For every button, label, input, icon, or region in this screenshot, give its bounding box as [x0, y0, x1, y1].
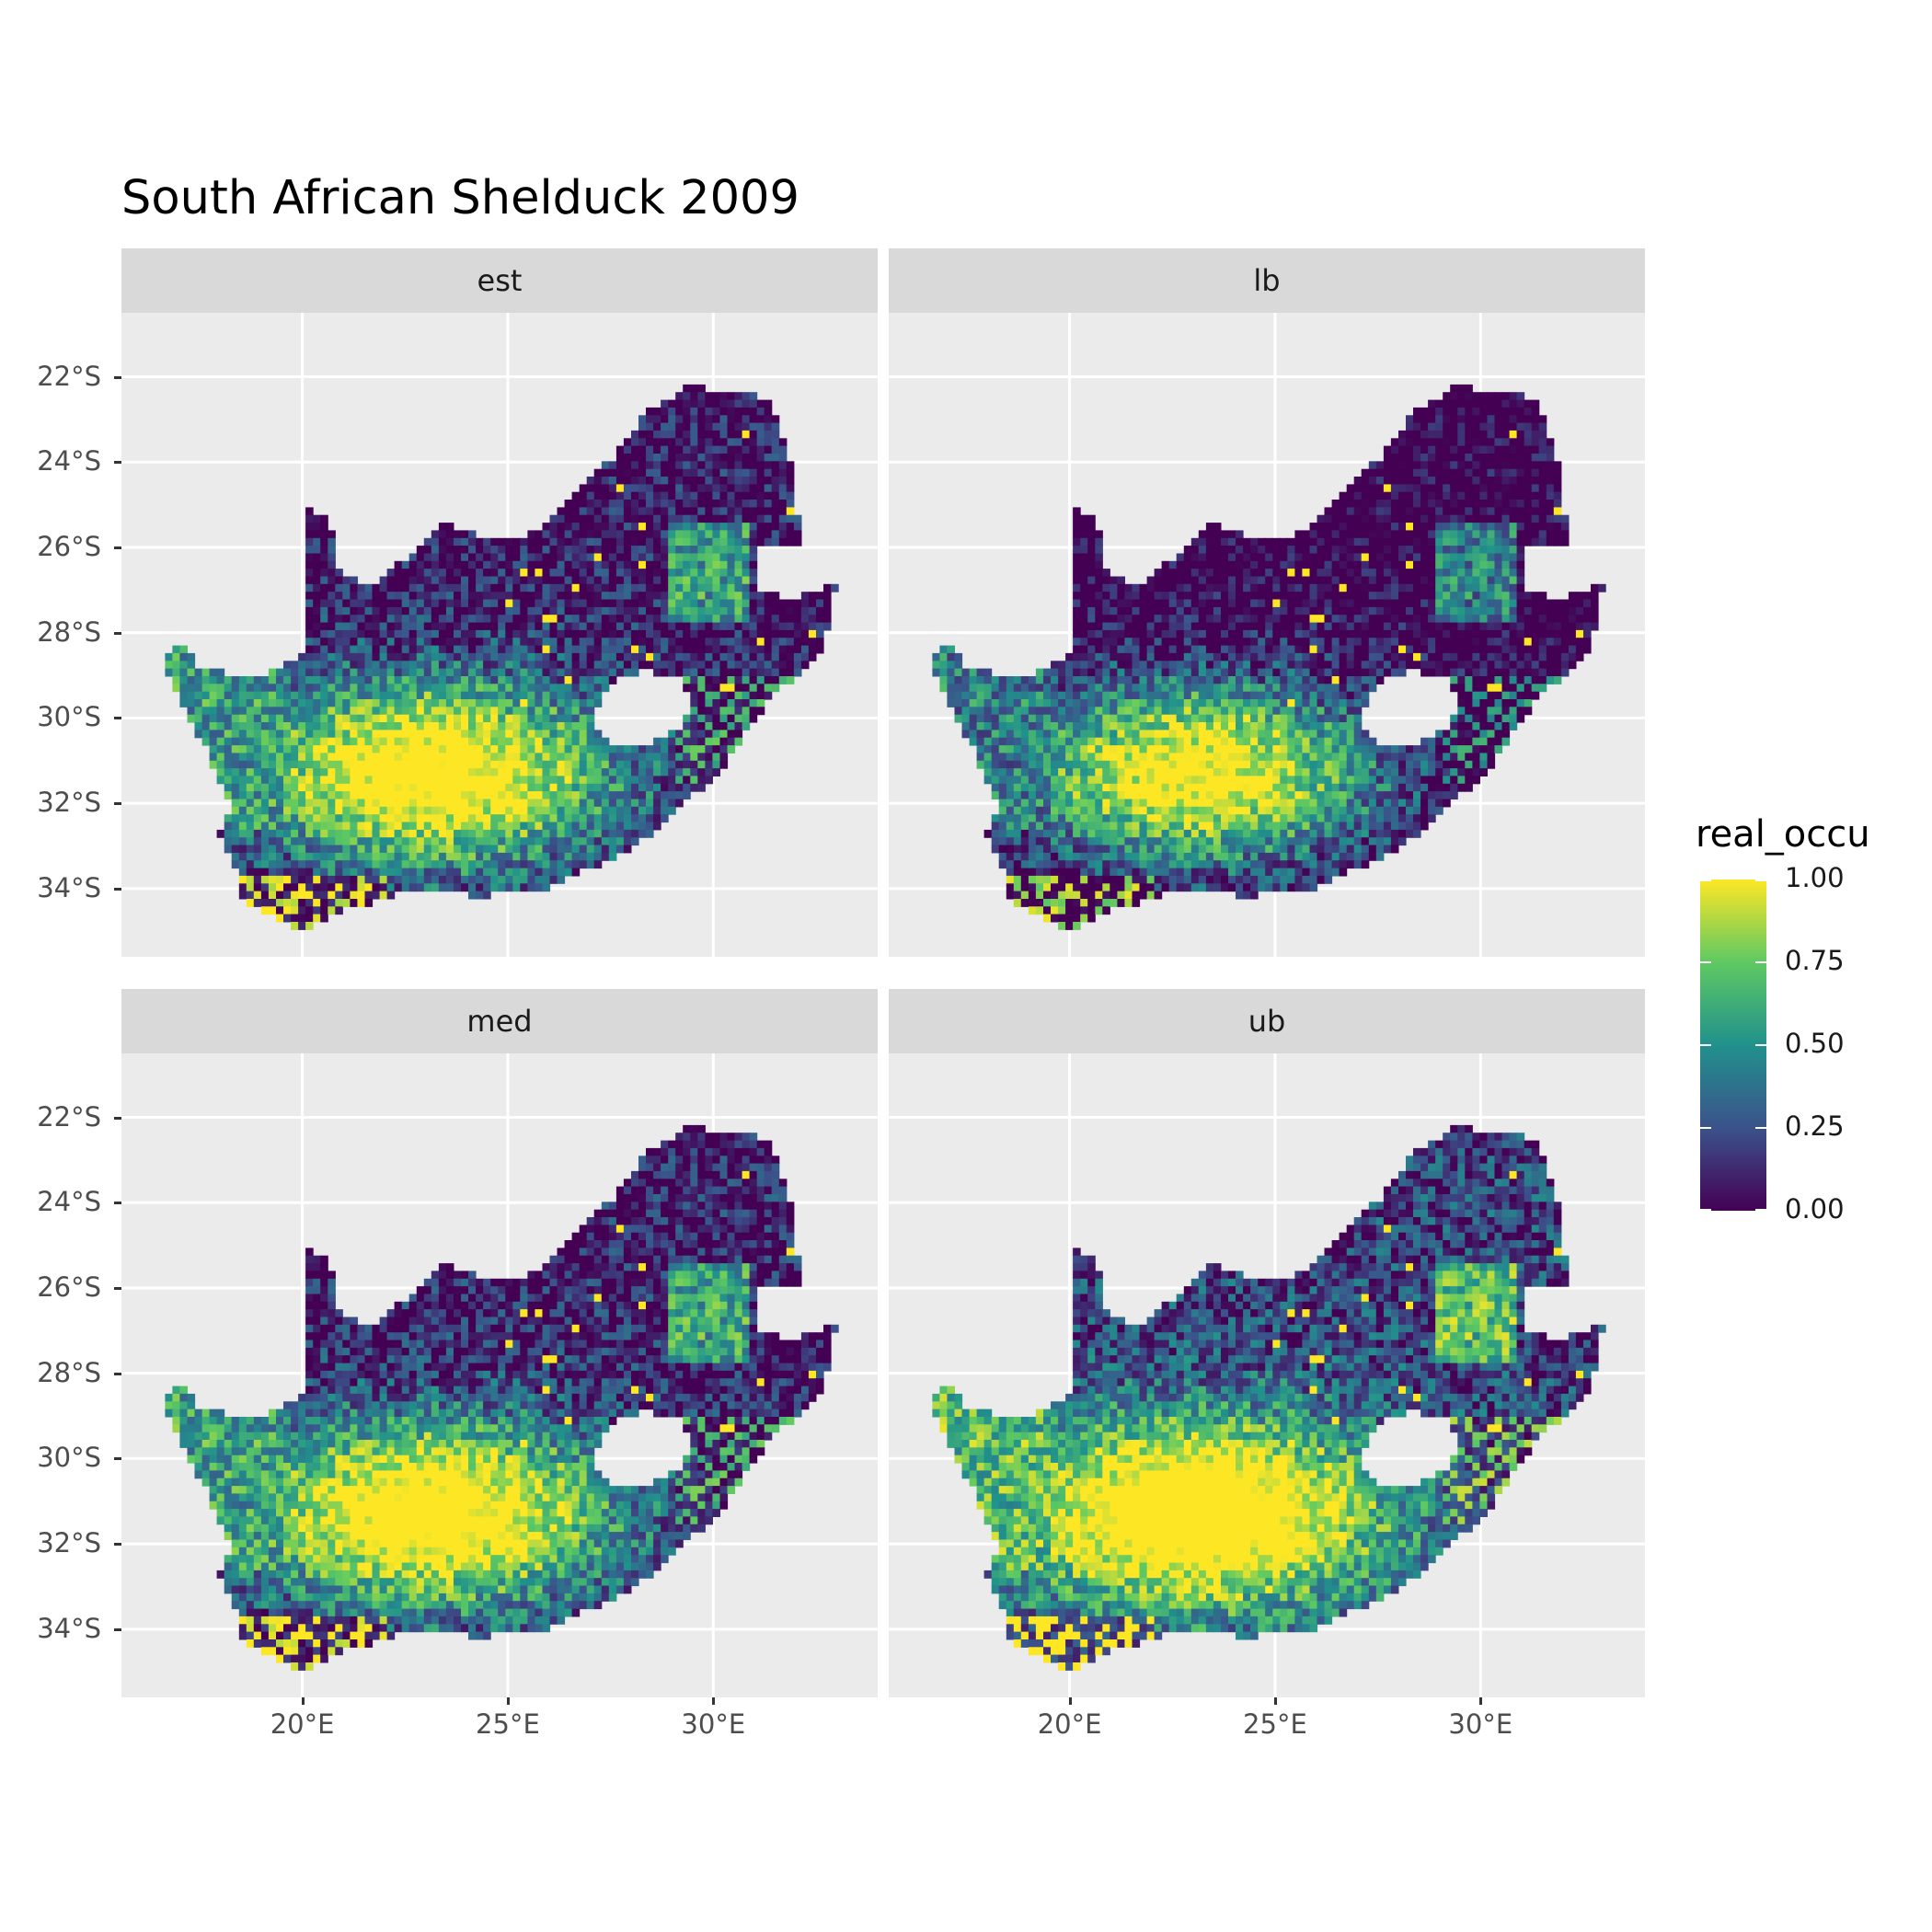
x-tick-label: 30°E [681, 1708, 746, 1740]
y-tick-mark [114, 375, 121, 379]
y-tick-mark [114, 631, 121, 635]
legend-title: real_occu [1696, 813, 1870, 856]
y-tick-mark [114, 1457, 121, 1461]
chart-title: South African Shelduck 2009 [121, 171, 799, 225]
y-tick-label: 32°S [37, 1527, 101, 1559]
legend-label: 0.75 [1785, 945, 1845, 976]
facet-panel-med: med [121, 989, 878, 1697]
x-tick-mark [1068, 1697, 1072, 1705]
y-tick-label: 26°S [37, 530, 101, 562]
x-tick-label: 25°E [1243, 1708, 1307, 1740]
y-tick-mark [114, 802, 121, 806]
plot-area [121, 1053, 878, 1697]
y-tick-mark [114, 1116, 121, 1120]
y-tick-mark [114, 1202, 121, 1205]
occupancy-cells [165, 1124, 839, 1671]
facet-label: est [477, 263, 523, 298]
legend-tick [1755, 1044, 1766, 1046]
legend-label: 0.25 [1785, 1110, 1845, 1142]
y-tick-mark [114, 717, 121, 720]
facet-label: med [466, 1004, 533, 1039]
facet-strip: est [121, 248, 878, 313]
legend-label: 0.50 [1785, 1028, 1845, 1059]
occupancy-map [121, 313, 878, 957]
facet-panel-est: est [121, 248, 878, 957]
y-tick-mark [114, 887, 121, 891]
x-tick-mark [301, 1697, 305, 1705]
y-tick-label: 30°S [37, 701, 101, 733]
occupancy-map [121, 1053, 878, 1697]
legend-tick [1755, 1209, 1766, 1211]
facet-label: lb [1253, 263, 1281, 298]
legend-label: 1.00 [1785, 862, 1845, 893]
occupancy-cells [165, 384, 839, 930]
x-tick-mark [712, 1697, 716, 1705]
occupancy-cells [932, 1124, 1606, 1671]
occupancy-map [889, 313, 1645, 957]
legend-tick [1755, 1127, 1766, 1129]
y-tick-mark [114, 461, 121, 465]
legend-tick [1755, 880, 1766, 881]
legend-tick [1700, 1127, 1711, 1129]
facet-strip: med [121, 989, 878, 1053]
occupancy-cells [932, 384, 1606, 930]
y-tick-mark [114, 1286, 121, 1290]
y-tick-label: 30°S [37, 1442, 101, 1474]
y-tick-label: 34°S [37, 871, 101, 903]
y-tick-label: 24°S [37, 445, 101, 477]
y-tick-label: 26°S [37, 1271, 101, 1303]
plot-area [121, 313, 878, 957]
facet-panel-ub: ub [889, 989, 1645, 1697]
x-tick-label: 30°E [1448, 1708, 1513, 1740]
y-tick-label: 22°S [37, 360, 101, 392]
x-tick-mark [1479, 1697, 1483, 1705]
facet-strip: ub [889, 989, 1645, 1053]
y-tick-label: 34°S [37, 1612, 101, 1644]
legend-label: 0.00 [1785, 1193, 1845, 1225]
legend-tick [1700, 961, 1711, 963]
x-tick-label: 20°E [1037, 1708, 1102, 1740]
legend-tick [1700, 1209, 1711, 1211]
x-tick-mark [1273, 1697, 1277, 1705]
x-tick-label: 20°E [270, 1708, 335, 1740]
x-tick-mark [506, 1697, 510, 1705]
y-tick-label: 28°S [37, 615, 101, 648]
legend-tick [1755, 961, 1766, 963]
x-tick-label: 25°E [476, 1708, 540, 1740]
plot-area [889, 313, 1645, 957]
facet-panel-lb: lb [889, 248, 1645, 957]
y-tick-label: 24°S [37, 1186, 101, 1218]
legend-tick [1700, 880, 1711, 881]
y-tick-mark [114, 1543, 121, 1547]
facet-strip: lb [889, 248, 1645, 313]
y-tick-label: 22°S [37, 1100, 101, 1133]
y-tick-mark [114, 1372, 121, 1375]
y-tick-mark [114, 546, 121, 549]
y-tick-label: 32°S [37, 787, 101, 819]
y-tick-mark [114, 1627, 121, 1631]
plot-area [889, 1053, 1645, 1697]
facet-label: ub [1248, 1004, 1286, 1039]
y-tick-label: 28°S [37, 1356, 101, 1388]
legend-tick [1700, 1044, 1711, 1046]
occupancy-map [889, 1053, 1645, 1697]
